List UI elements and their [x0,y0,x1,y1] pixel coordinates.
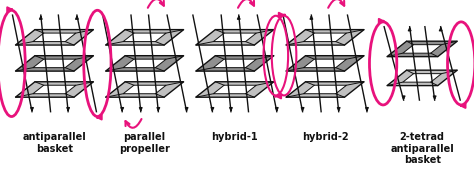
Polygon shape [286,56,364,71]
Polygon shape [403,74,441,82]
Text: antiparallel
basket: antiparallel basket [23,132,86,154]
Polygon shape [196,30,274,45]
Polygon shape [303,33,346,42]
Polygon shape [16,30,93,45]
Text: 2-tetrad
antiparallel
basket: 2-tetrad antiparallel basket [390,132,454,165]
Polygon shape [196,56,274,71]
Polygon shape [33,85,76,94]
Polygon shape [16,82,93,97]
Polygon shape [387,41,457,57]
Polygon shape [286,82,364,97]
Polygon shape [106,82,184,97]
Polygon shape [33,59,76,68]
Polygon shape [303,85,346,94]
Polygon shape [213,33,256,42]
Polygon shape [196,82,274,97]
Polygon shape [303,59,346,68]
Polygon shape [123,85,166,94]
Text: hybrid-1: hybrid-1 [211,132,258,142]
Polygon shape [16,56,93,71]
Polygon shape [123,59,166,68]
Polygon shape [33,33,76,42]
Polygon shape [403,45,441,53]
Polygon shape [106,30,184,45]
Polygon shape [286,30,364,45]
Text: parallel
propeller: parallel propeller [119,132,170,154]
Text: hybrid-2: hybrid-2 [302,132,348,142]
Polygon shape [387,70,457,86]
Polygon shape [213,85,256,94]
Polygon shape [123,33,166,42]
Polygon shape [213,59,256,68]
Polygon shape [106,56,184,71]
